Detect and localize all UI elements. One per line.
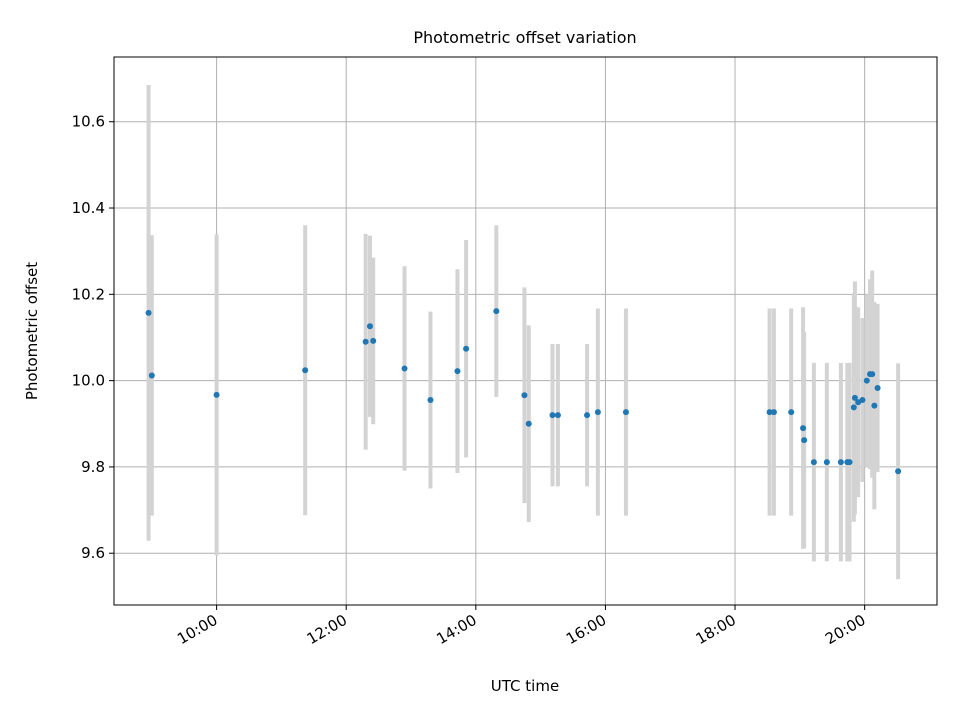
data-point [823, 459, 830, 466]
axis-ticks: 10:00 12:00 14:00 16:00 18:00 20:00 9.6 9.8 10.0… [72, 113, 869, 648]
data-point [525, 420, 532, 427]
data-point [800, 425, 807, 432]
x-tick-label: 20:00 [822, 611, 868, 648]
data-point [859, 397, 866, 404]
data-point [427, 397, 434, 404]
data-point [874, 384, 881, 391]
data-point [213, 391, 220, 398]
data-point [584, 412, 591, 419]
data-point [401, 365, 408, 372]
data-point [521, 392, 528, 399]
data-point [463, 345, 470, 352]
x-tick-label: 16:00 [563, 611, 609, 648]
data-point [869, 371, 876, 378]
data-point [362, 338, 369, 345]
y-tick-label: 10.4 [72, 199, 105, 217]
y-axis-label: Photometric offset [23, 262, 41, 400]
x-tick-label: 12:00 [304, 611, 350, 648]
y-tick-label: 9.6 [81, 544, 105, 562]
data-point [594, 409, 601, 416]
error-bars [146, 85, 901, 580]
data-point [145, 309, 152, 316]
data-point [622, 409, 629, 416]
data-point [770, 409, 777, 416]
data-point [788, 409, 795, 416]
y-tick-label: 9.8 [81, 458, 105, 476]
data-point [837, 459, 844, 466]
x-axis-label: UTC time [491, 677, 559, 695]
y-tick-label: 10.6 [72, 113, 105, 131]
data-point [895, 468, 902, 475]
data-point [370, 337, 377, 344]
data-point [851, 394, 858, 401]
y-tick-label: 10.2 [72, 285, 105, 303]
data-point [302, 367, 309, 374]
data-point [549, 412, 556, 419]
plot-frame [113, 56, 938, 606]
data-point [863, 377, 870, 384]
x-tick-label: 14:00 [433, 611, 479, 648]
data-point [801, 437, 808, 444]
data-point [871, 402, 878, 409]
data-point [554, 412, 561, 419]
x-tick-label: 18:00 [693, 611, 739, 648]
data-point [766, 409, 773, 416]
data-point [850, 404, 857, 411]
data-point [493, 308, 500, 315]
data-point [846, 459, 853, 466]
y-tick-label: 10.0 [72, 372, 105, 390]
x-tick-label: 10:00 [174, 611, 220, 648]
data-point [810, 459, 817, 466]
data-point [366, 323, 373, 330]
data-point [454, 368, 461, 375]
data-point [148, 372, 155, 379]
chart-title: Photometric offset variation [413, 28, 636, 47]
data-points [145, 308, 902, 475]
